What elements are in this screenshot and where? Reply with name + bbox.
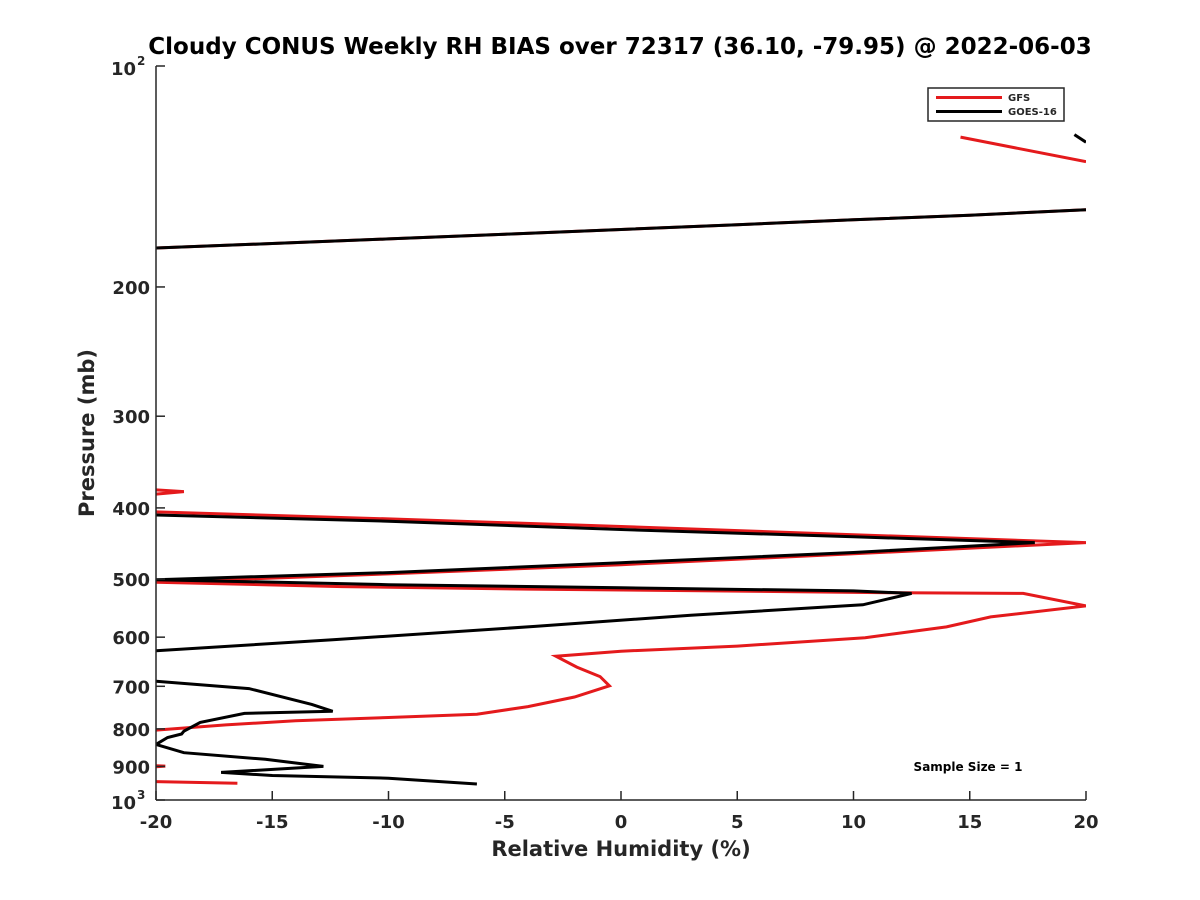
- x-axis: -20 -15 -10 -5 0 5 10 15 20: [140, 791, 1099, 833]
- y-tick-label: 600: [112, 628, 150, 649]
- y-tick-label: 700: [112, 677, 150, 698]
- y-tick-label: 200: [112, 278, 150, 299]
- y-tick-exponent: 3: [137, 788, 145, 802]
- legend-box: [927, 87, 1065, 122]
- chart-title: Cloudy CONUS Weekly RH BIAS over 72317 (…: [148, 34, 1091, 60]
- legend-label-gfs: GFS: [1008, 93, 1030, 104]
- legend: GFS GOES-16: [927, 87, 1065, 122]
- series-goes16: [156, 133, 1086, 786]
- plot-area: [155, 66, 1086, 801]
- series-gfs: [156, 135, 1086, 785]
- y-tick-label: 900: [112, 757, 150, 778]
- y-tick-label: 300: [112, 407, 150, 428]
- x-tick-label: 10: [841, 812, 866, 833]
- x-tick-label: 15: [957, 812, 982, 833]
- y-tick-label: 10: [111, 793, 136, 814]
- series-line-goes16-3: [156, 679, 477, 786]
- y-tick-exponent: 2: [137, 54, 145, 68]
- x-tick-label: -20: [140, 812, 173, 833]
- series-line-goes16-2: [156, 513, 1035, 653]
- x-tick-label: -15: [256, 812, 289, 833]
- x-tick-label: -10: [372, 812, 405, 833]
- x-tick-label: -5: [495, 812, 515, 833]
- series-line-gfs-0: [960, 135, 1086, 164]
- legend-label-goes16: GOES-16: [1008, 107, 1057, 118]
- y-axis-label: Pressure (mb): [75, 349, 99, 517]
- x-tick-label: 5: [731, 812, 744, 833]
- y-tick-label: 10: [111, 59, 136, 80]
- y-tick-label: 400: [112, 499, 150, 520]
- series-line-goes16-1: [156, 208, 1086, 250]
- x-tick-label: 20: [1073, 812, 1098, 833]
- series-line-gfs-5: [156, 780, 238, 785]
- x-tick-label: 0: [615, 812, 628, 833]
- y-tick-label: 800: [112, 720, 150, 741]
- series-line-gfs-2: [156, 488, 185, 496]
- x-axis-label: Relative Humidity (%): [491, 837, 750, 861]
- sample-size-annotation: Sample Size = 1: [914, 760, 1023, 774]
- series-line-goes16-0: [1073, 133, 1086, 144]
- y-tick-label: 500: [112, 570, 150, 591]
